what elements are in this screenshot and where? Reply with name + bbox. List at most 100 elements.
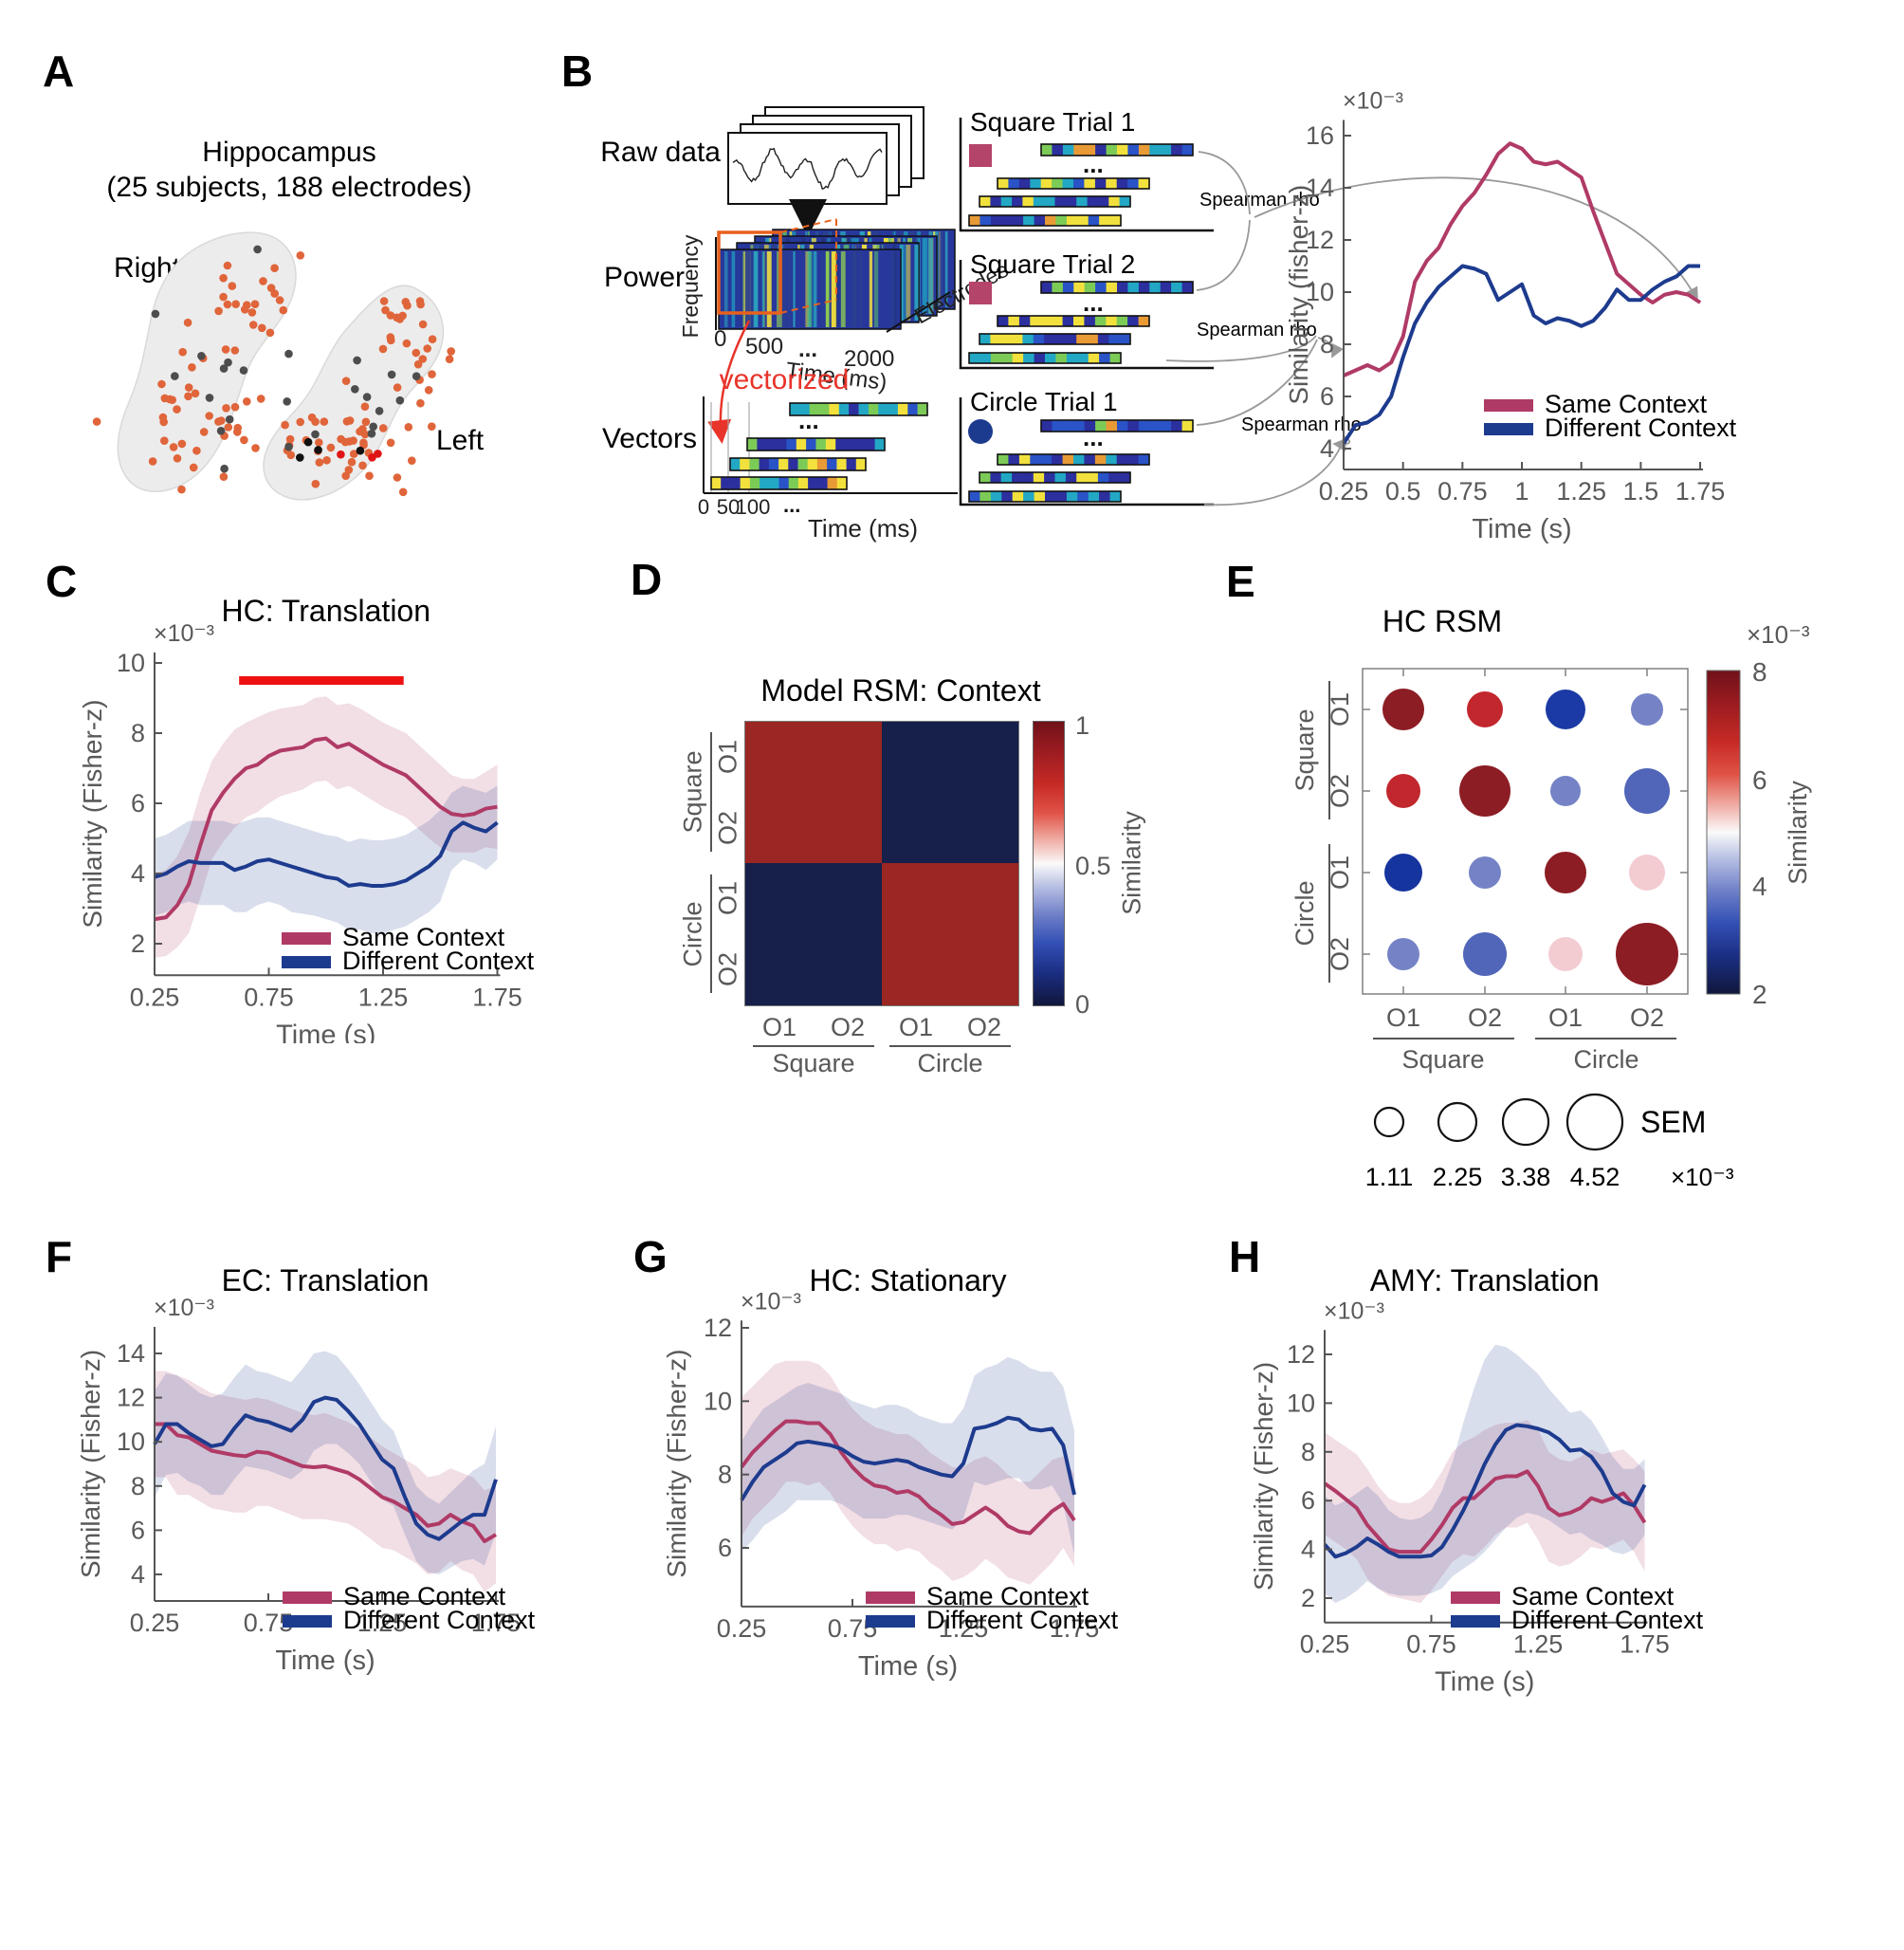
electrode-dot [275, 296, 284, 304]
trial-axes [959, 118, 1214, 232]
d-colgroup-square: Square [772, 1049, 855, 1077]
panel-c-label: C [46, 557, 78, 606]
e-colorbar [1706, 670, 1741, 995]
x-axis-label: Time (s) [275, 1646, 375, 1676]
electrode-dot [375, 407, 384, 415]
electrode-dot [228, 282, 237, 290]
electrode-dot [412, 348, 421, 358]
electrode-dot [205, 394, 214, 402]
y-axis-exponent: ×10⁻³ [1343, 88, 1403, 115]
panel-e-title: HC RSM [1382, 604, 1502, 638]
d-col-o2-square: O2 [830, 1013, 866, 1041]
electrode-dot [189, 463, 198, 472]
highlight-dashed-edge [779, 218, 837, 233]
y-tick-label: 8 [1320, 330, 1334, 359]
e-sem-legend: 1.11 2.25 3.38 4.52 [1365, 1093, 1624, 1191]
y-tick-label: 8 [131, 1472, 145, 1500]
x-tick-label: 1.25 [939, 1614, 989, 1643]
trial-axes [959, 260, 1214, 370]
y-axis-exponent: ×10⁻³ [154, 1295, 214, 1321]
rsm-bubble-Circle-O2-x-Square-O2 [1463, 932, 1507, 976]
electrode-dot [230, 346, 240, 355]
electrode-dot [160, 436, 169, 445]
rsm-bubble-Square-O1-x-Square-O2 [1467, 691, 1503, 727]
electrode-dot [151, 309, 160, 319]
e-sem-exponent: ×10⁻³ [1671, 1163, 1734, 1191]
sem-value: 1.11 [1365, 1163, 1414, 1191]
electrode-dot [320, 417, 329, 426]
electrode-dot [177, 485, 186, 494]
different-context-line [1342, 264, 1701, 445]
chart-title: AMY: Translation [1370, 1263, 1600, 1297]
rsm-bubble-Circle-O1-x-Circle-O1 [1545, 852, 1586, 893]
y-tick-label: 6 [718, 1534, 732, 1562]
e-col-o2-circle: O2 [1630, 1003, 1664, 1032]
electrode-dot [369, 422, 378, 432]
x-axis-label: Time (s) [858, 1651, 958, 1682]
panel-d-label: D [631, 555, 663, 604]
e-col-o2-square: O2 [1468, 1003, 1502, 1032]
legend-label: Different Context [1511, 1606, 1704, 1634]
electrode-dot [315, 458, 324, 467]
legend-swatch [1484, 423, 1533, 435]
electrode-dot [223, 261, 232, 270]
x-axis-label: Time (s) [1472, 514, 1571, 544]
x-tick-label: 1.75 [472, 983, 522, 1011]
y-axis-exponent: ×10⁻³ [154, 620, 214, 647]
electrode-dot [428, 335, 437, 343]
electrode-dot [178, 347, 187, 357]
electrode-dot [378, 344, 388, 354]
y-tick-label: 16 [1306, 121, 1334, 150]
power-ellipsis: ... [798, 337, 817, 362]
d-colorbar [1033, 721, 1065, 1006]
vectorized-window-highlight [717, 230, 782, 315]
d-rowgroup-square: Square [678, 750, 707, 834]
d-colorbar-tick-05: 0.5 [1075, 852, 1111, 880]
x-tick-label: 1.25 [1513, 1630, 1564, 1659]
x-tick-label: 1.5 [1623, 477, 1659, 506]
e-colorbar-ticks: 8 6 4 2 [1752, 657, 1767, 1009]
square-icon [969, 144, 992, 167]
electrode-dot [248, 321, 258, 329]
power-spectrograms [718, 229, 956, 330]
legend-label: Different Context [1545, 414, 1737, 442]
electrode-dot [361, 417, 371, 427]
different-context-line [740, 1415, 1076, 1501]
electrode-dot [253, 245, 262, 254]
y-tick-label: 6 [131, 789, 145, 818]
e-colorbar-tick: 6 [1752, 765, 1767, 795]
electrode-dot [386, 438, 395, 448]
electrode-dot [221, 345, 230, 354]
electrode-dot [191, 389, 200, 398]
y-tick-label: 8 [1301, 1438, 1315, 1466]
power-label: Power [604, 262, 685, 293]
trial-axes [959, 397, 1214, 506]
x-tick-label: 1.25 [357, 1609, 408, 1637]
electrode-dot [307, 413, 317, 422]
different-context-band [1325, 1344, 1645, 1604]
electrode-dots [92, 245, 456, 497]
y-tick-label: 8 [718, 1461, 732, 1489]
y-tick-label: 10 [117, 1427, 145, 1456]
d-row-o1-circle: O1 [713, 880, 742, 916]
y-tick-label: 12 [704, 1314, 732, 1342]
electrode-dot [365, 471, 374, 481]
y-tick-label: 4 [1320, 434, 1334, 463]
electrode-dot [214, 417, 223, 426]
sem-size-circle [1437, 1101, 1478, 1143]
electrode-dot [374, 450, 382, 458]
same-context-line [155, 1422, 498, 1544]
rsm-bubble-Square-O1-x-Circle-O2 [1631, 693, 1663, 726]
electrode-dot [177, 439, 187, 449]
rsm-bubble-Circle-O1-x-Square-O2 [1469, 856, 1501, 889]
e-colorbar-exponent: ×10⁻³ [1747, 620, 1810, 649]
y-axis-label: Similarity (Fisher-z) [78, 700, 107, 929]
electrode-dot [358, 425, 367, 433]
raw-data-cards [727, 106, 925, 205]
electrode-dot [326, 443, 336, 452]
electrode-dot [345, 416, 355, 425]
trial-square-1: Square Trial 1 ... [959, 107, 1214, 232]
electrode-dot [349, 436, 357, 445]
raw-data-label: Raw data [600, 137, 721, 168]
